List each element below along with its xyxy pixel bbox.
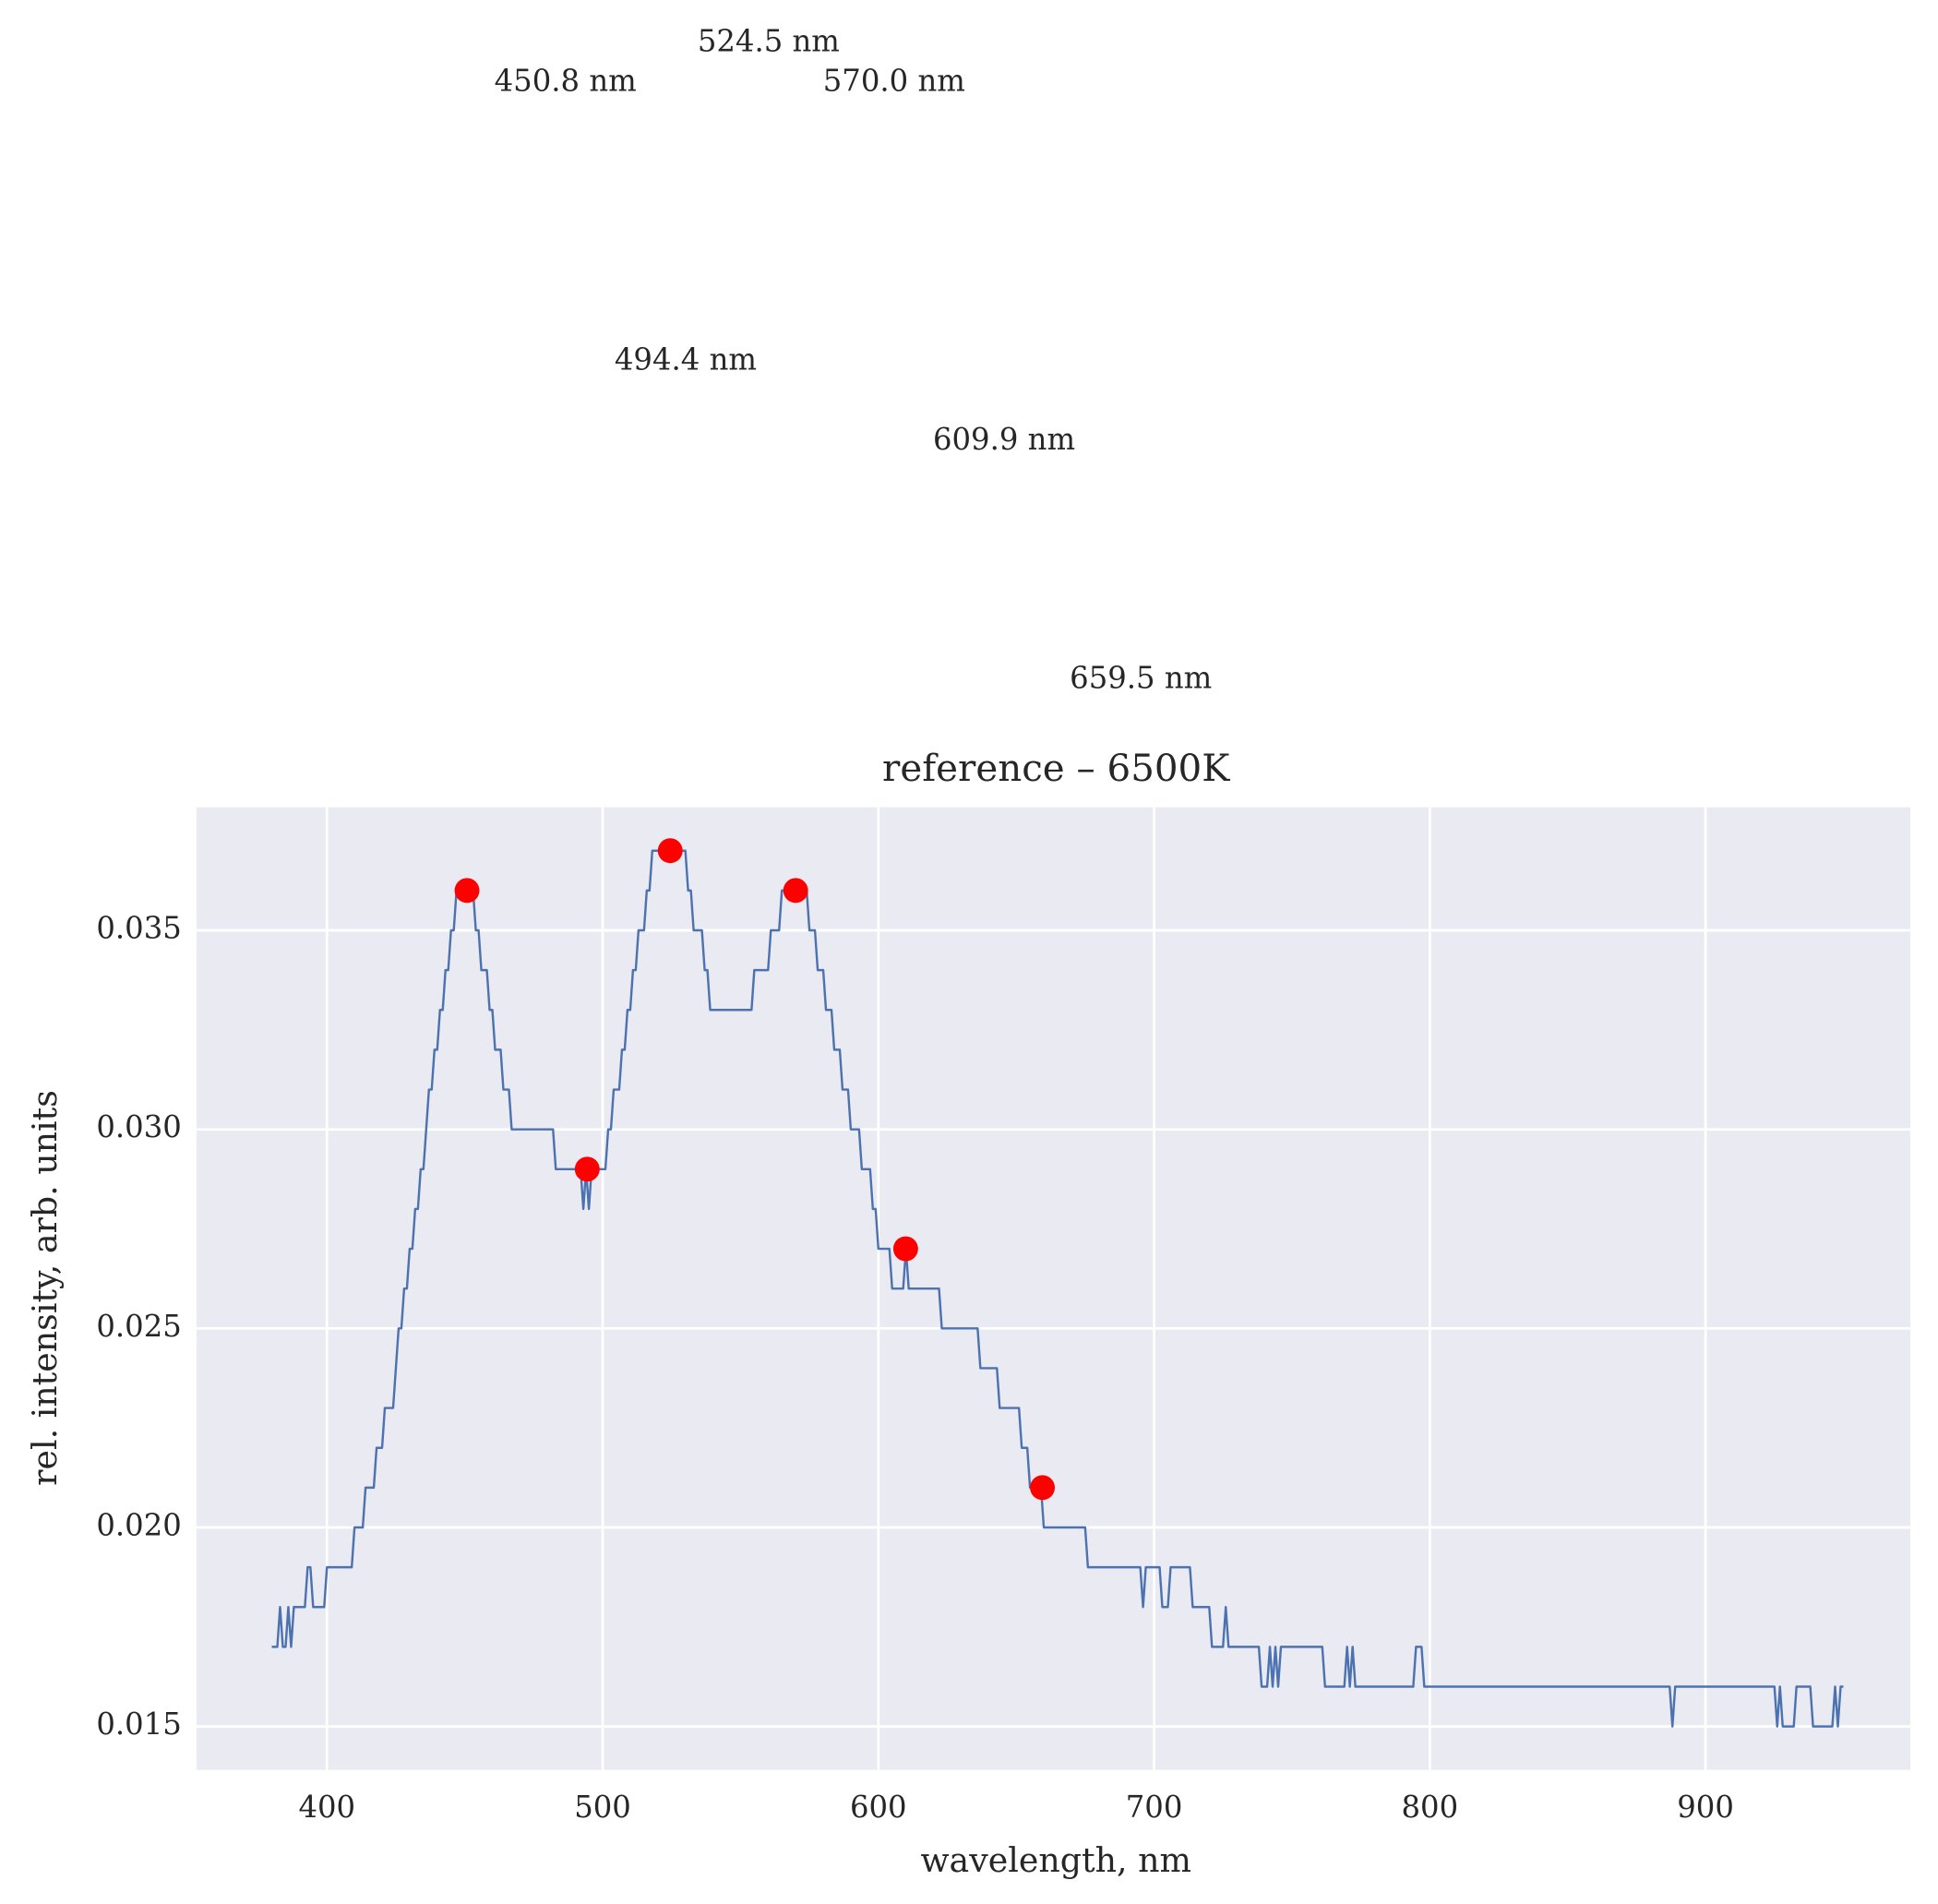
grid (196, 807, 1911, 1770)
y-tick-label: 0.030 (96, 1109, 181, 1144)
chart-title: reference – 6500K (882, 747, 1230, 790)
x-tick-label: 500 (574, 1790, 631, 1825)
marks (271, 838, 1844, 1728)
y-tick-label: 0.015 (96, 1706, 181, 1742)
y-tick-label: 0.025 (96, 1309, 181, 1344)
x-tick-label: 700 (1126, 1790, 1183, 1825)
peak-marker (574, 1156, 600, 1182)
peak-annotation: 524.5 nm (698, 24, 840, 59)
peak-marker (783, 878, 808, 904)
peak-marker (657, 838, 683, 864)
spectrum-line (271, 849, 1844, 1728)
x-tick-label: 800 (1402, 1790, 1459, 1825)
x-tick-label: 900 (1677, 1790, 1734, 1825)
x-tick-label: 400 (298, 1790, 355, 1825)
peak-annotation: 609.9 nm (933, 422, 1075, 457)
y-axis-label: rel. intensity, arb. units (25, 1090, 65, 1486)
peak-marker (1030, 1475, 1056, 1501)
peak-annotation: 570.0 nm (823, 64, 965, 99)
y-tick-label: 0.020 (96, 1507, 181, 1542)
peak-marker (892, 1236, 918, 1262)
peak-annotation: 450.8 nm (495, 64, 637, 99)
y-tick-label: 0.035 (96, 911, 181, 946)
plot-area (196, 807, 1911, 1770)
x-tick-label: 600 (850, 1790, 907, 1825)
peak-annotation: 494.4 nm (615, 342, 757, 377)
peak-annotation: 659.5 nm (1070, 661, 1212, 696)
x-axis-label: wavelength, nm (920, 1840, 1190, 1880)
peak-marker (454, 878, 480, 904)
